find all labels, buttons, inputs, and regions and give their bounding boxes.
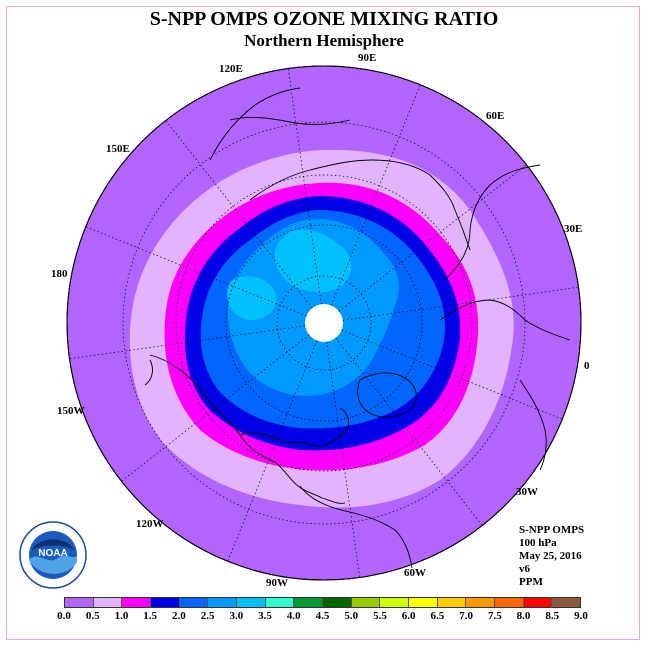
colorbar-tick-label: 8.0 bbox=[516, 610, 531, 622]
colorbar-tick-label: 0.5 bbox=[85, 610, 100, 622]
info-units: PPM bbox=[519, 576, 543, 588]
colorbar-segment bbox=[552, 598, 581, 607]
colorbar-segment bbox=[208, 598, 238, 607]
colorbar-tick-label: 5.5 bbox=[373, 610, 387, 622]
colorbar-tick-label: 8.5 bbox=[545, 610, 560, 622]
lon-label-180: 180 bbox=[51, 268, 68, 280]
colorbar-segment bbox=[122, 598, 152, 607]
page-subtitle: Northern Hemisphere bbox=[244, 31, 404, 50]
lon-label-150w: 150W bbox=[57, 405, 85, 417]
coastlines bbox=[144, 87, 571, 569]
colorbar-tick-label: 1.0 bbox=[114, 610, 129, 622]
noaa-logo-text: NOAA bbox=[38, 548, 67, 559]
colorbar-segment bbox=[151, 598, 180, 607]
product-info: S-NPP OMPS 100 hPa May 25, 2016 v6 PPM bbox=[519, 524, 584, 589]
info-instrument: S-NPP OMPS bbox=[519, 524, 585, 536]
colorbar-segment bbox=[409, 598, 438, 607]
colorbar-segment bbox=[294, 598, 324, 607]
colorbar-tick-label: 7.5 bbox=[487, 610, 502, 622]
colorbar bbox=[64, 597, 581, 608]
colorbar-segment bbox=[265, 598, 295, 607]
lon-label-120w: 120W bbox=[136, 518, 164, 530]
colorbar-segment bbox=[237, 598, 266, 607]
info-date: May 25, 2016 bbox=[519, 550, 582, 562]
map-frame bbox=[6, 6, 640, 640]
ozone-band-3.0-3.5-b bbox=[227, 276, 277, 321]
colorbar-segment bbox=[380, 598, 410, 607]
lon-label-120e: 120E bbox=[219, 63, 243, 75]
lon-label-30e: 30E bbox=[564, 223, 583, 235]
colorbar-tick-label: 5.0 bbox=[344, 610, 359, 622]
colorbar-segment bbox=[351, 598, 381, 607]
colorbar-tick-label: 7.0 bbox=[459, 610, 473, 622]
lon-label-90w: 90W bbox=[266, 577, 288, 589]
map-rim bbox=[66, 65, 582, 581]
lon-label-30w: 30W bbox=[516, 486, 538, 498]
colorbar-segment bbox=[93, 598, 123, 607]
colorbar-tick-label: 4.0 bbox=[286, 610, 301, 622]
info-version: v6 bbox=[519, 563, 530, 575]
colorbar-segment bbox=[323, 598, 352, 607]
lon-label-60w: 60W bbox=[404, 567, 426, 579]
colorbar-tick-label: 9.0 bbox=[574, 610, 588, 622]
colorbar-labels: 0.0 0.5 1.0 1.5 2.0 2.5 3.0 3.5 4.0 4.5 5.0 5.5 6.0 6… bbox=[57, 610, 588, 624]
colorbar-segment bbox=[65, 598, 94, 607]
colorbar-tick-label: 2.5 bbox=[200, 610, 215, 622]
lon-label-90e: 90E bbox=[358, 52, 377, 64]
colorbar-segment bbox=[466, 598, 496, 607]
page-title: S-NPP OMPS OZONE MIXING RATIO bbox=[149, 8, 499, 30]
colorbar-tick-label: 4.5 bbox=[315, 610, 330, 622]
colorbar-segment bbox=[179, 598, 209, 607]
info-level: 100 hPa bbox=[519, 537, 557, 549]
colorbar-tick-label: 2.0 bbox=[172, 610, 186, 622]
pole-no-data bbox=[305, 304, 343, 342]
noaa-logo: NOAA bbox=[19, 521, 87, 589]
lon-label-60e: 60E bbox=[486, 110, 505, 122]
lon-label-150e: 150E bbox=[106, 143, 130, 155]
colorbar-tick-label: 6.5 bbox=[430, 610, 445, 622]
colorbar-tick-label: 0.0 bbox=[57, 610, 71, 622]
colorbar-segment bbox=[495, 598, 524, 607]
colorbar-segment bbox=[437, 598, 467, 607]
colorbar-segment bbox=[523, 598, 553, 607]
colorbar-tick-label: 3.0 bbox=[229, 610, 244, 622]
lon-label-0: 0 bbox=[584, 360, 590, 372]
latitude-circles bbox=[122, 121, 526, 525]
colorbar-tick-label: 6.0 bbox=[401, 610, 416, 622]
colorbar-tick-label: 3.5 bbox=[258, 610, 272, 622]
colorbar-tick-label: 1.5 bbox=[143, 610, 158, 622]
